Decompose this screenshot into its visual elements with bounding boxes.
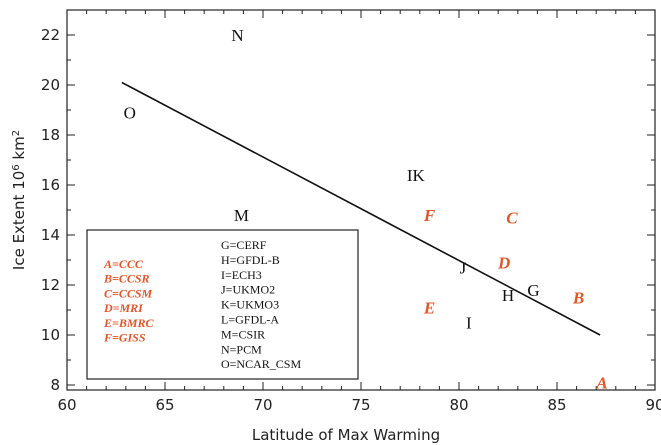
y-tick-label: 14 xyxy=(41,226,60,244)
x-tick-label: 80 xyxy=(449,396,468,414)
point-c: C xyxy=(506,209,518,228)
axis-ticks xyxy=(66,10,656,390)
legend-entry: E=BMRC xyxy=(103,316,155,330)
x-axis-title: Latitude of Max Warming xyxy=(252,426,440,444)
x-tick-labels: 60 65 70 75 80 85 90 xyxy=(57,396,661,414)
x-tick-label: 85 xyxy=(547,396,566,414)
x-tick-label: 90 xyxy=(645,396,661,414)
data-points: N O IK M F C D J GH B E I A xyxy=(124,26,608,393)
y-tick-label: 20 xyxy=(41,76,60,94)
legend-entry: G=CERF xyxy=(221,238,267,252)
y-tick-label: 22 xyxy=(41,26,60,44)
point-g: G xyxy=(527,281,539,300)
point-b: B xyxy=(572,289,584,308)
point-j: J xyxy=(460,259,467,278)
point-h: H xyxy=(502,286,514,305)
x-tick-label: 60 xyxy=(57,396,76,414)
y-tick-label: 16 xyxy=(41,176,60,194)
x-tick-label: 70 xyxy=(253,396,272,414)
legend-entry: N=PCM xyxy=(221,342,262,356)
y-tick-label: 10 xyxy=(41,326,60,344)
point-e: E xyxy=(423,299,435,318)
y-axis-title: Ice Extent 106 km2 xyxy=(10,130,28,270)
x-tick-label: 75 xyxy=(351,396,370,414)
legend-entry: J=UKMO2 xyxy=(221,283,275,297)
point-d: D xyxy=(497,254,510,273)
legend-entry: I=ECH3 xyxy=(221,268,262,282)
legend-entry: H=GFDL-B xyxy=(221,253,280,267)
point-n: N xyxy=(231,26,243,45)
point-i: I xyxy=(466,314,472,333)
legend-entry: F=GISS xyxy=(103,331,146,345)
point-ik: IK xyxy=(407,166,426,185)
legend-frame xyxy=(86,229,359,380)
y-tick-labels: 8 10 12 14 16 18 20 22 xyxy=(41,26,60,394)
legend-entry: C=CCSM xyxy=(104,286,153,300)
point-o: O xyxy=(124,104,136,123)
y-tick-label: 12 xyxy=(41,276,60,294)
point-a: A xyxy=(595,374,607,393)
legend-entry: O=NCAR_CSM xyxy=(221,357,301,371)
regression-line xyxy=(121,81,601,336)
legend-entry: B=CCSR xyxy=(103,272,150,286)
legend-entry: A=CCC xyxy=(103,257,144,271)
legend-entry: D=MRI xyxy=(103,301,144,315)
y-tick-label: 18 xyxy=(41,126,60,144)
point-m: M xyxy=(234,206,249,225)
x-tick-label: 65 xyxy=(155,396,174,414)
legend-entry: K=UKMO3 xyxy=(221,298,279,312)
point-f: F xyxy=(423,206,436,225)
y-tick-label: 8 xyxy=(50,376,60,394)
legend-entry: M=CSIR xyxy=(221,327,265,341)
legend-entry: L=GFDL-A xyxy=(221,313,279,327)
legend-right-column: G=CERFH=GFDL-BI=ECH3J=UKMO2K=UKMO3L=GFDL… xyxy=(221,238,301,371)
